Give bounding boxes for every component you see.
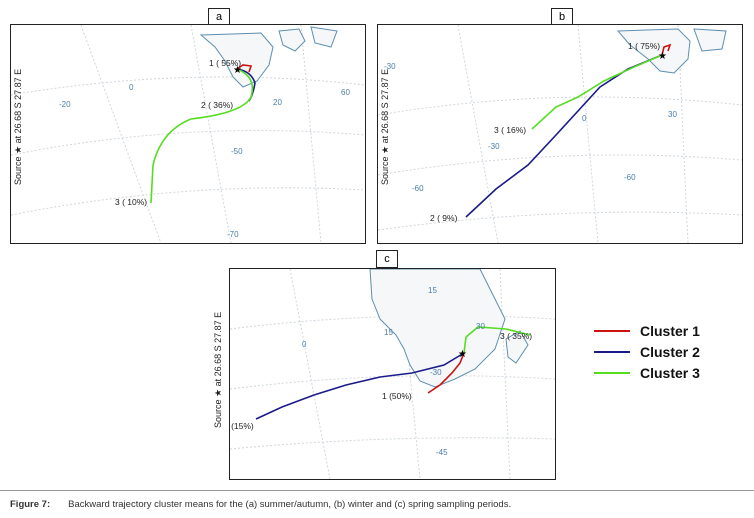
panel-b-grid-label: -60 — [624, 173, 636, 182]
cluster-legend: Cluster 1 Cluster 2 Cluster 3 — [594, 320, 700, 383]
panel-c-cluster-3-line — [463, 326, 531, 354]
panel-c-grid-label: -45 — [436, 448, 448, 457]
panel-b-grid-label: -30 — [384, 62, 396, 71]
source-star: ★ — [658, 51, 667, 62]
panel-b-coastline — [616, 28, 727, 74]
panel-c-grid-label: 15 — [384, 328, 393, 337]
figure-text: Backward trajectory cluster means for th… — [68, 499, 512, 510]
panel-c-grid-label: -30 — [430, 368, 442, 377]
panel-c: ★ 1 (50%) 2 (15%) 3 ( 35%) 15 15 0 30 -3… — [229, 268, 556, 480]
panel-a-grid-label: -70 — [227, 230, 239, 239]
legend-item-cluster-2: Cluster 2 — [594, 341, 700, 362]
panel-b-graticule — [378, 25, 742, 243]
legend-swatch — [594, 371, 630, 374]
panel-a-cluster-1-line — [236, 64, 253, 73]
panel-a-cluster-3-line — [150, 68, 254, 204]
panel-b-grid-label: -60 — [412, 184, 424, 193]
panel-a-grid-label: -20 — [59, 100, 71, 109]
legend-item-cluster-3: Cluster 3 — [594, 362, 700, 383]
panel-a-grid-label: 0 — [129, 83, 134, 92]
panel-c-cluster-1-line — [427, 352, 465, 394]
panel-c-grid-label: 0 — [302, 340, 307, 349]
panel-a-source-label: Source ★ at 26.68 S 27.87 E — [13, 68, 23, 185]
legend-swatch — [594, 329, 630, 332]
panel-b-trajectories — [465, 43, 672, 218]
panel-b-grid-label: -30 — [488, 142, 500, 151]
panel-b-cluster-1-line — [661, 43, 672, 56]
panel-c-cluster-2-label: 2 (15%) — [230, 421, 254, 431]
panel-c-source-label: Source ★ at 26.68 S 27.87 E — [213, 311, 223, 428]
panel-a-grid-label: 60 — [341, 88, 350, 97]
caption-area: Figure 7: Backward trajectory cluster mea… — [0, 490, 754, 518]
legend-swatch — [594, 350, 630, 353]
panel-c-grid-label: 30 — [476, 322, 485, 331]
panel-c-trajectories — [255, 326, 531, 420]
panel-c-coastline — [369, 269, 529, 388]
panel-b-grid-label: 0 — [582, 114, 587, 123]
panel-a: ★ 1 ( 55%) 2 ( 36%) 3 ( 10%) -20 0 20 60… — [10, 24, 366, 244]
panel-a-cluster-1-label: 1 ( 55%) — [209, 58, 241, 68]
panel-a-map: ★ 1 ( 55%) 2 ( 36%) 3 ( 10%) -20 0 20 60… — [11, 25, 365, 243]
legend-item-cluster-1: Cluster 1 — [594, 320, 700, 341]
legend-label: Cluster 2 — [640, 343, 700, 360]
panel-c-grid-label: 15 — [428, 286, 437, 295]
panel-a-coastline — [199, 26, 338, 88]
panel-a-trajectories — [150, 64, 256, 204]
panel-b-map: ★ 1 ( 75%) 2 ( 9%) 3 ( 16%) -30 0 -30 30… — [378, 25, 742, 243]
source-star: ★ — [458, 349, 467, 360]
figure-caption: Figure 7: Backward trajectory cluster mea… — [10, 499, 511, 510]
panel-c-letter: c — [376, 250, 398, 268]
panel-b-cluster-2-line — [465, 54, 663, 218]
panel-b-grid-label: 30 — [668, 110, 677, 119]
legend-label: Cluster 1 — [640, 322, 700, 339]
panel-c-cluster-1-label: 1 (50%) — [382, 391, 412, 401]
panel-b-cluster-2-label: 2 ( 9%) — [430, 213, 458, 223]
panel-c-map: ★ 1 (50%) 2 (15%) 3 ( 35%) 15 15 0 30 -3… — [230, 269, 555, 479]
panel-a-grid-label: 20 — [273, 98, 282, 107]
panel-b-cluster-3-line — [531, 54, 663, 130]
figure-label: Figure 7: — [10, 499, 51, 510]
panel-a-cluster-3-label: 3 ( 10%) — [115, 197, 147, 207]
panel-c-cluster-3-label: 3 ( 35%) — [500, 331, 532, 341]
panel-c-cluster-2-line — [255, 352, 465, 420]
panel-a-cluster-2-label: 2 ( 36%) — [201, 100, 233, 110]
legend-label: Cluster 3 — [640, 364, 700, 381]
panel-b: ★ 1 ( 75%) 2 ( 9%) 3 ( 16%) -30 0 -30 30… — [377, 24, 743, 244]
panel-b-cluster-1-label: 1 ( 75%) — [628, 41, 660, 51]
panel-a-graticule — [11, 25, 365, 243]
panel-b-cluster-3-label: 3 ( 16%) — [494, 125, 526, 135]
panel-b-source-label: Source ★ at 26.68 S 27.87 E — [380, 68, 390, 185]
panel-a-grid-label: -50 — [231, 147, 243, 156]
source-star: ★ — [233, 65, 242, 76]
